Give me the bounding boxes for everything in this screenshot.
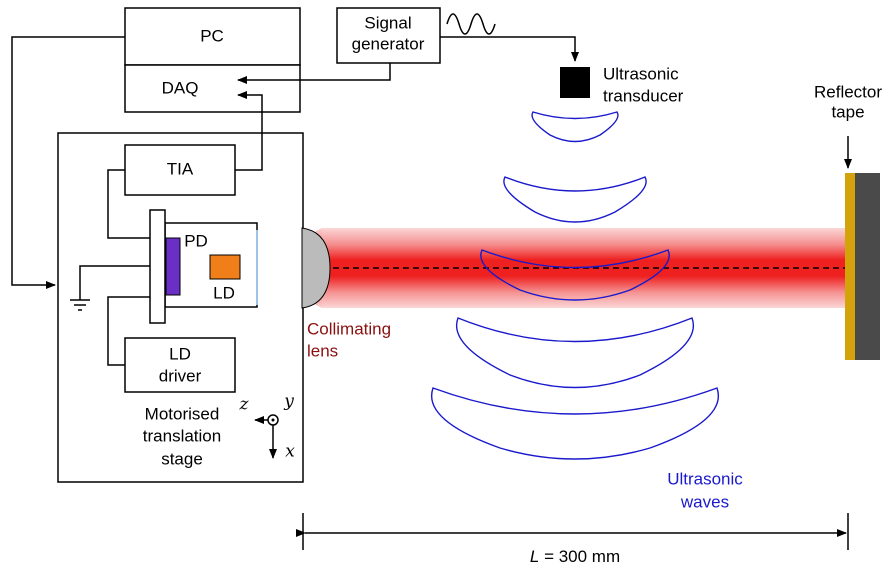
wires [11,13,852,550]
ld-driver-box [124,337,236,393]
waves [431,111,719,460]
stage-label: translation [143,426,221,445]
ld-driver-label: LD [169,344,191,363]
stage-label: Motorised [145,404,220,423]
transducer-label: Ultrasonic [603,64,679,83]
axis-z: z [239,395,250,415]
distance-label: L = 300 mm [530,547,620,566]
axis-x: x [285,442,295,462]
signal-generator-label: Signal [364,13,411,32]
ld [209,254,241,280]
plate [149,209,166,324]
tia-box [124,144,236,196]
stage-label: stage [161,449,203,468]
lens [301,227,331,309]
signal-generator-label: generator [352,34,425,53]
waves-label: Ultrasonic [667,469,743,488]
reflector [855,173,880,360]
reflector-label: tape [831,102,864,121]
lens-label: lens [307,341,338,360]
pd [165,237,181,296]
distance-value: = 300 mm [544,547,620,566]
pd-label: PD [184,231,208,250]
reflector-tape [845,173,855,360]
lens-label: Collimating [307,319,391,338]
signal-generator-box [336,7,441,64]
daq-label: DAQ [162,78,199,97]
ld-driver-label: driver [159,366,202,385]
axis-y: y [283,392,294,412]
reflector-label: Reflector [814,82,882,101]
daq-box [124,64,301,113]
tia-label: TIA [167,159,194,178]
waves-label: waves [680,492,729,511]
transducer [560,67,590,98]
transducer-label: transducer [603,86,684,105]
distance-symbol: L [530,547,539,566]
pc-box [124,7,301,66]
pc-label: PC [200,26,224,45]
ld-label: LD [213,283,235,302]
